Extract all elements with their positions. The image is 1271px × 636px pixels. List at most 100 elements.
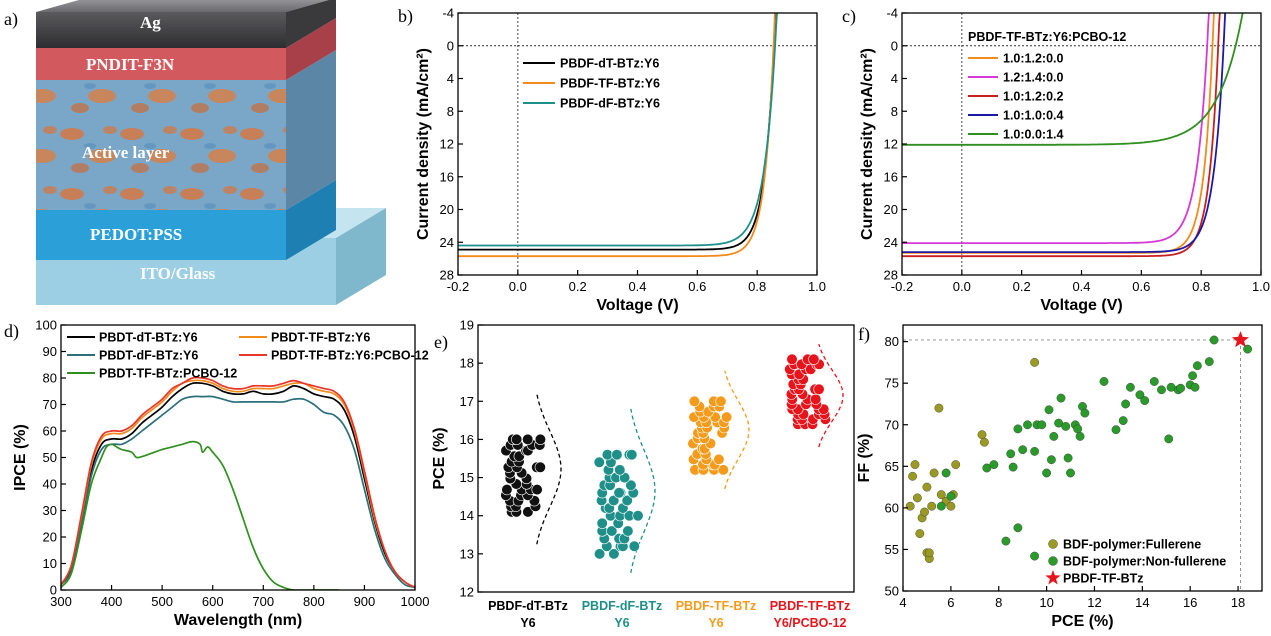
panel-f-label: f) [858,324,870,345]
y-tick-label: 50 [885,584,899,599]
data-point [1008,462,1018,472]
ipce-curve-2 [61,379,415,589]
ipce-curve-3 [61,395,415,589]
y-tick-label: 0 [891,38,898,53]
y-tick-label: 70 [43,397,57,412]
legend-label: 1.0:0.0:1.4 [1003,128,1064,142]
data-point [1176,383,1186,393]
layer-active: Active layer [36,50,336,210]
x-tick-label: 0.0 [953,279,971,294]
pce-dot [608,548,620,560]
data-point [1013,523,1023,533]
jv-curve-3 [902,13,1221,258]
data-point [1013,424,1023,434]
legend-label: BDF-polymer:Fullerene [1063,538,1201,552]
y-axis-label: PCE (%) [431,427,448,489]
legend-title: PBDF-TF-BTz:Y6:PCBO-12 [968,30,1126,44]
jv-curve-5 [902,13,1244,146]
data-point [1061,421,1071,431]
layer-label-ito: ITO/Glass [140,264,216,283]
x-tick-label: 0.8 [748,279,766,294]
data-point [1140,396,1150,405]
distribution-curve [818,343,844,448]
pce-dot [632,510,644,522]
y-tick-label: -4 [442,6,454,21]
data-point [951,460,961,469]
pce-dot [626,449,638,461]
pce-dot [810,393,822,405]
layer-label-pedot: PEDOT:PSS [90,225,182,244]
y-tick-label: 30 [43,503,57,518]
panel-b: b) -0.2 0.0 0.2 0.4 0.6 0.8 1.0 -4 0 4 8 12 16 20 24 28… [398,6,826,315]
legend-label: 1.0:1.2:0.2 [1003,90,1064,104]
data-point [1047,455,1056,465]
y-tick-label: 18 [460,356,474,371]
panel-c: c) -0.2 0.0 0.2 0.4 0.6 0.8 1.0 -4 0 4 8 12 16 20 24 28… [842,6,1270,315]
layer-pndit: PNDIT-F3N [36,18,336,80]
y-tick-label: 0 [447,38,454,53]
layer-ag: Ag [36,0,336,48]
x-tick-label: 10 [1039,595,1053,610]
y-tick-label: 40 [43,477,57,492]
series-1 [905,357,1040,563]
data-point [1044,405,1054,415]
data-point [1075,431,1085,441]
legend-label: BDF-polymer:Non-fullerene [1063,555,1226,569]
curves [61,376,415,590]
data-point [1149,377,1159,386]
pce-dot [813,383,825,395]
y-tick-label: 10 [43,556,57,571]
data-point [934,403,944,413]
x-tick-label: 4 [899,595,906,610]
data-point [1164,434,1174,444]
curves [458,13,778,258]
x-tick-label: 900 [354,594,376,609]
y-tick-label: 4 [891,71,898,86]
y-tick-label: 28 [440,268,454,283]
data-point [1049,431,1059,441]
data-point [927,501,937,511]
y-tick-label: 80 [43,371,57,386]
group-sublabel: Y6 [520,616,535,630]
data-point [920,507,929,517]
x-tick-label: 500 [151,594,173,609]
data-point [1157,385,1166,395]
pce-dot [715,395,727,407]
y-tick-label: 19 [460,318,474,333]
x-tick-label: 0.6 [1132,279,1150,294]
curves [902,13,1244,258]
y-tick-label: 16 [884,169,898,184]
data-point [1126,382,1135,392]
legend-label: PBDT-TF-BTz:Y6:PCBO-12 [271,349,429,363]
data-point [1121,399,1131,409]
data-point [941,468,951,478]
distribution-curve [536,393,562,545]
y-tick-label: 55 [885,542,899,557]
legend-label: 1.0:1.2:0.0 [1003,52,1064,66]
distribution-curve [724,370,750,490]
pce-dot [534,433,547,446]
panel-f: f) 4 6 8 10 12 14 16 18 50 55 60 65 70 75 80 PCE (%) FF … [856,324,1263,630]
x-tick-label: 6 [947,595,954,610]
data-point [913,493,922,503]
panel-d: d) 300 400 500 600 700 800 900 1000 0 10 20 30 40 50 6… [4,318,429,630]
pce-dot [688,395,701,407]
y-tick-label: 28 [884,268,898,283]
y-tick-label: 16 [440,169,454,184]
pce-dot [593,548,606,560]
data-point [1190,382,1200,392]
y-tick-label: 24 [440,235,454,250]
x-tick-label: 800 [303,594,325,609]
panel-a-label: a) [4,9,18,30]
pce-dot [720,411,733,423]
plot-frame [477,324,855,593]
pce-dot [522,506,534,518]
legend-label: PBDF-TF-BTz:Y6 [560,77,660,91]
pce-dot [614,464,626,476]
y-axis-label: IPCE (%) [12,424,29,491]
x-tick-label: 12 [1087,595,1101,610]
y-tick-label: 75 [885,376,899,391]
data-point [977,430,987,440]
legend-marker [1048,556,1058,566]
